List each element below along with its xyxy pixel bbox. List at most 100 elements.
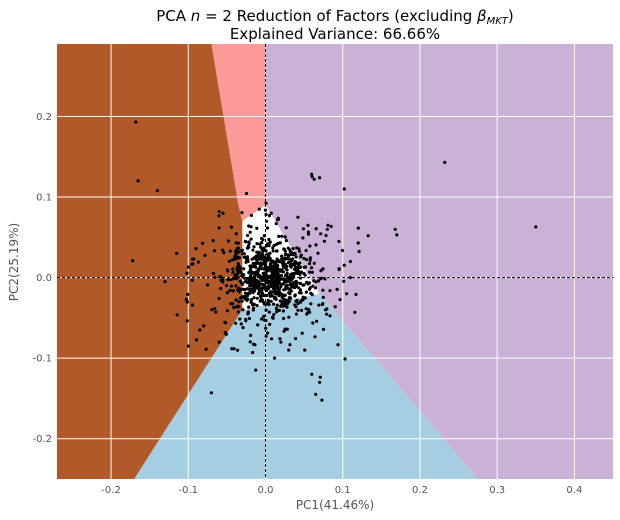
- data-point: [323, 277, 327, 281]
- data-point: [298, 266, 302, 270]
- data-point: [247, 305, 251, 309]
- data-point: [258, 299, 262, 303]
- data-point: [264, 262, 268, 266]
- data-point: [274, 297, 278, 301]
- data-point: [303, 296, 307, 300]
- data-point: [266, 275, 270, 279]
- data-point: [185, 271, 189, 275]
- data-point: [357, 249, 361, 254]
- data-point: [261, 300, 266, 304]
- data-point: [262, 234, 266, 238]
- data-point: [231, 277, 235, 281]
- data-point: [302, 272, 306, 276]
- data-point: [276, 271, 280, 276]
- data-point: [317, 303, 321, 307]
- decision-region-1: [211, 44, 266, 222]
- data-point: [245, 276, 249, 281]
- data-point: [534, 225, 538, 229]
- data-point: [249, 333, 253, 337]
- data-point: [219, 278, 223, 282]
- data-point: [284, 273, 288, 278]
- data-point: [354, 292, 358, 296]
- data-point: [224, 284, 229, 288]
- data-point: [314, 243, 318, 247]
- data-point: [246, 297, 250, 301]
- data-point: [288, 287, 292, 292]
- data-point: [248, 230, 252, 234]
- chart-title-line2: Explained Variance: 66.66%: [230, 25, 440, 43]
- data-point: [243, 291, 247, 295]
- data-point: [204, 347, 208, 351]
- data-point: [281, 300, 285, 304]
- data-point: [250, 284, 255, 288]
- data-point: [294, 282, 298, 286]
- data-point: [244, 260, 248, 264]
- data-point: [258, 256, 262, 260]
- data-point: [328, 289, 332, 293]
- data-point: [233, 249, 238, 253]
- data-point: [282, 281, 286, 286]
- data-point: [249, 300, 253, 304]
- data-point: [318, 375, 322, 379]
- data-point: [264, 212, 268, 217]
- data-point: [212, 249, 217, 253]
- data-point: [185, 300, 189, 304]
- data-point: [287, 348, 291, 352]
- data-point: [288, 343, 292, 347]
- x-axis-label: PC1(41.46%): [296, 498, 374, 512]
- data-point: [289, 297, 293, 301]
- data-point: [296, 308, 300, 312]
- data-point: [213, 307, 217, 311]
- data-point: [306, 232, 311, 236]
- data-point: [273, 286, 277, 291]
- data-point: [209, 391, 213, 395]
- data-point: [238, 296, 243, 300]
- data-point: [279, 303, 284, 307]
- data-point: [202, 324, 206, 328]
- data-point: [321, 288, 325, 292]
- data-point: [269, 279, 273, 283]
- data-point: [286, 246, 290, 250]
- data-point: [275, 310, 279, 314]
- data-point: [303, 348, 307, 352]
- data-point: [326, 223, 330, 227]
- data-point: [282, 316, 286, 320]
- data-point: [312, 261, 316, 265]
- x-tick-label: 0.2: [412, 485, 428, 496]
- decision-regions: [57, 44, 613, 479]
- data-point: [297, 263, 301, 267]
- data-point: [230, 258, 235, 262]
- data-point: [234, 298, 238, 302]
- data-point: [263, 278, 267, 282]
- data-point: [308, 256, 312, 260]
- data-point: [345, 292, 349, 296]
- data-point: [276, 258, 280, 262]
- data-point: [260, 317, 264, 321]
- data-point: [297, 291, 301, 295]
- data-point: [318, 176, 322, 180]
- data-point: [185, 319, 189, 323]
- data-point: [269, 258, 273, 263]
- data-point: [269, 284, 273, 288]
- data-point: [175, 251, 179, 255]
- data-point: [131, 259, 135, 263]
- data-point: [264, 280, 268, 284]
- data-point: [263, 265, 267, 269]
- data-point: [366, 234, 370, 238]
- data-point: [338, 298, 342, 302]
- data-point: [255, 242, 259, 246]
- y-tick-labels: -0.2 -0.1 0.0 0.1 0.2: [32, 112, 52, 445]
- data-point: [134, 120, 138, 124]
- data-point: [239, 270, 243, 274]
- data-point: [300, 331, 304, 335]
- data-point: [284, 239, 288, 243]
- data-point: [312, 177, 316, 181]
- data-point: [306, 223, 310, 227]
- data-point: [192, 257, 196, 261]
- data-point: [322, 239, 326, 243]
- data-point: [299, 253, 303, 257]
- data-point: [242, 267, 246, 271]
- data-point: [291, 284, 295, 288]
- data-point: [312, 279, 316, 283]
- data-point: [163, 280, 167, 284]
